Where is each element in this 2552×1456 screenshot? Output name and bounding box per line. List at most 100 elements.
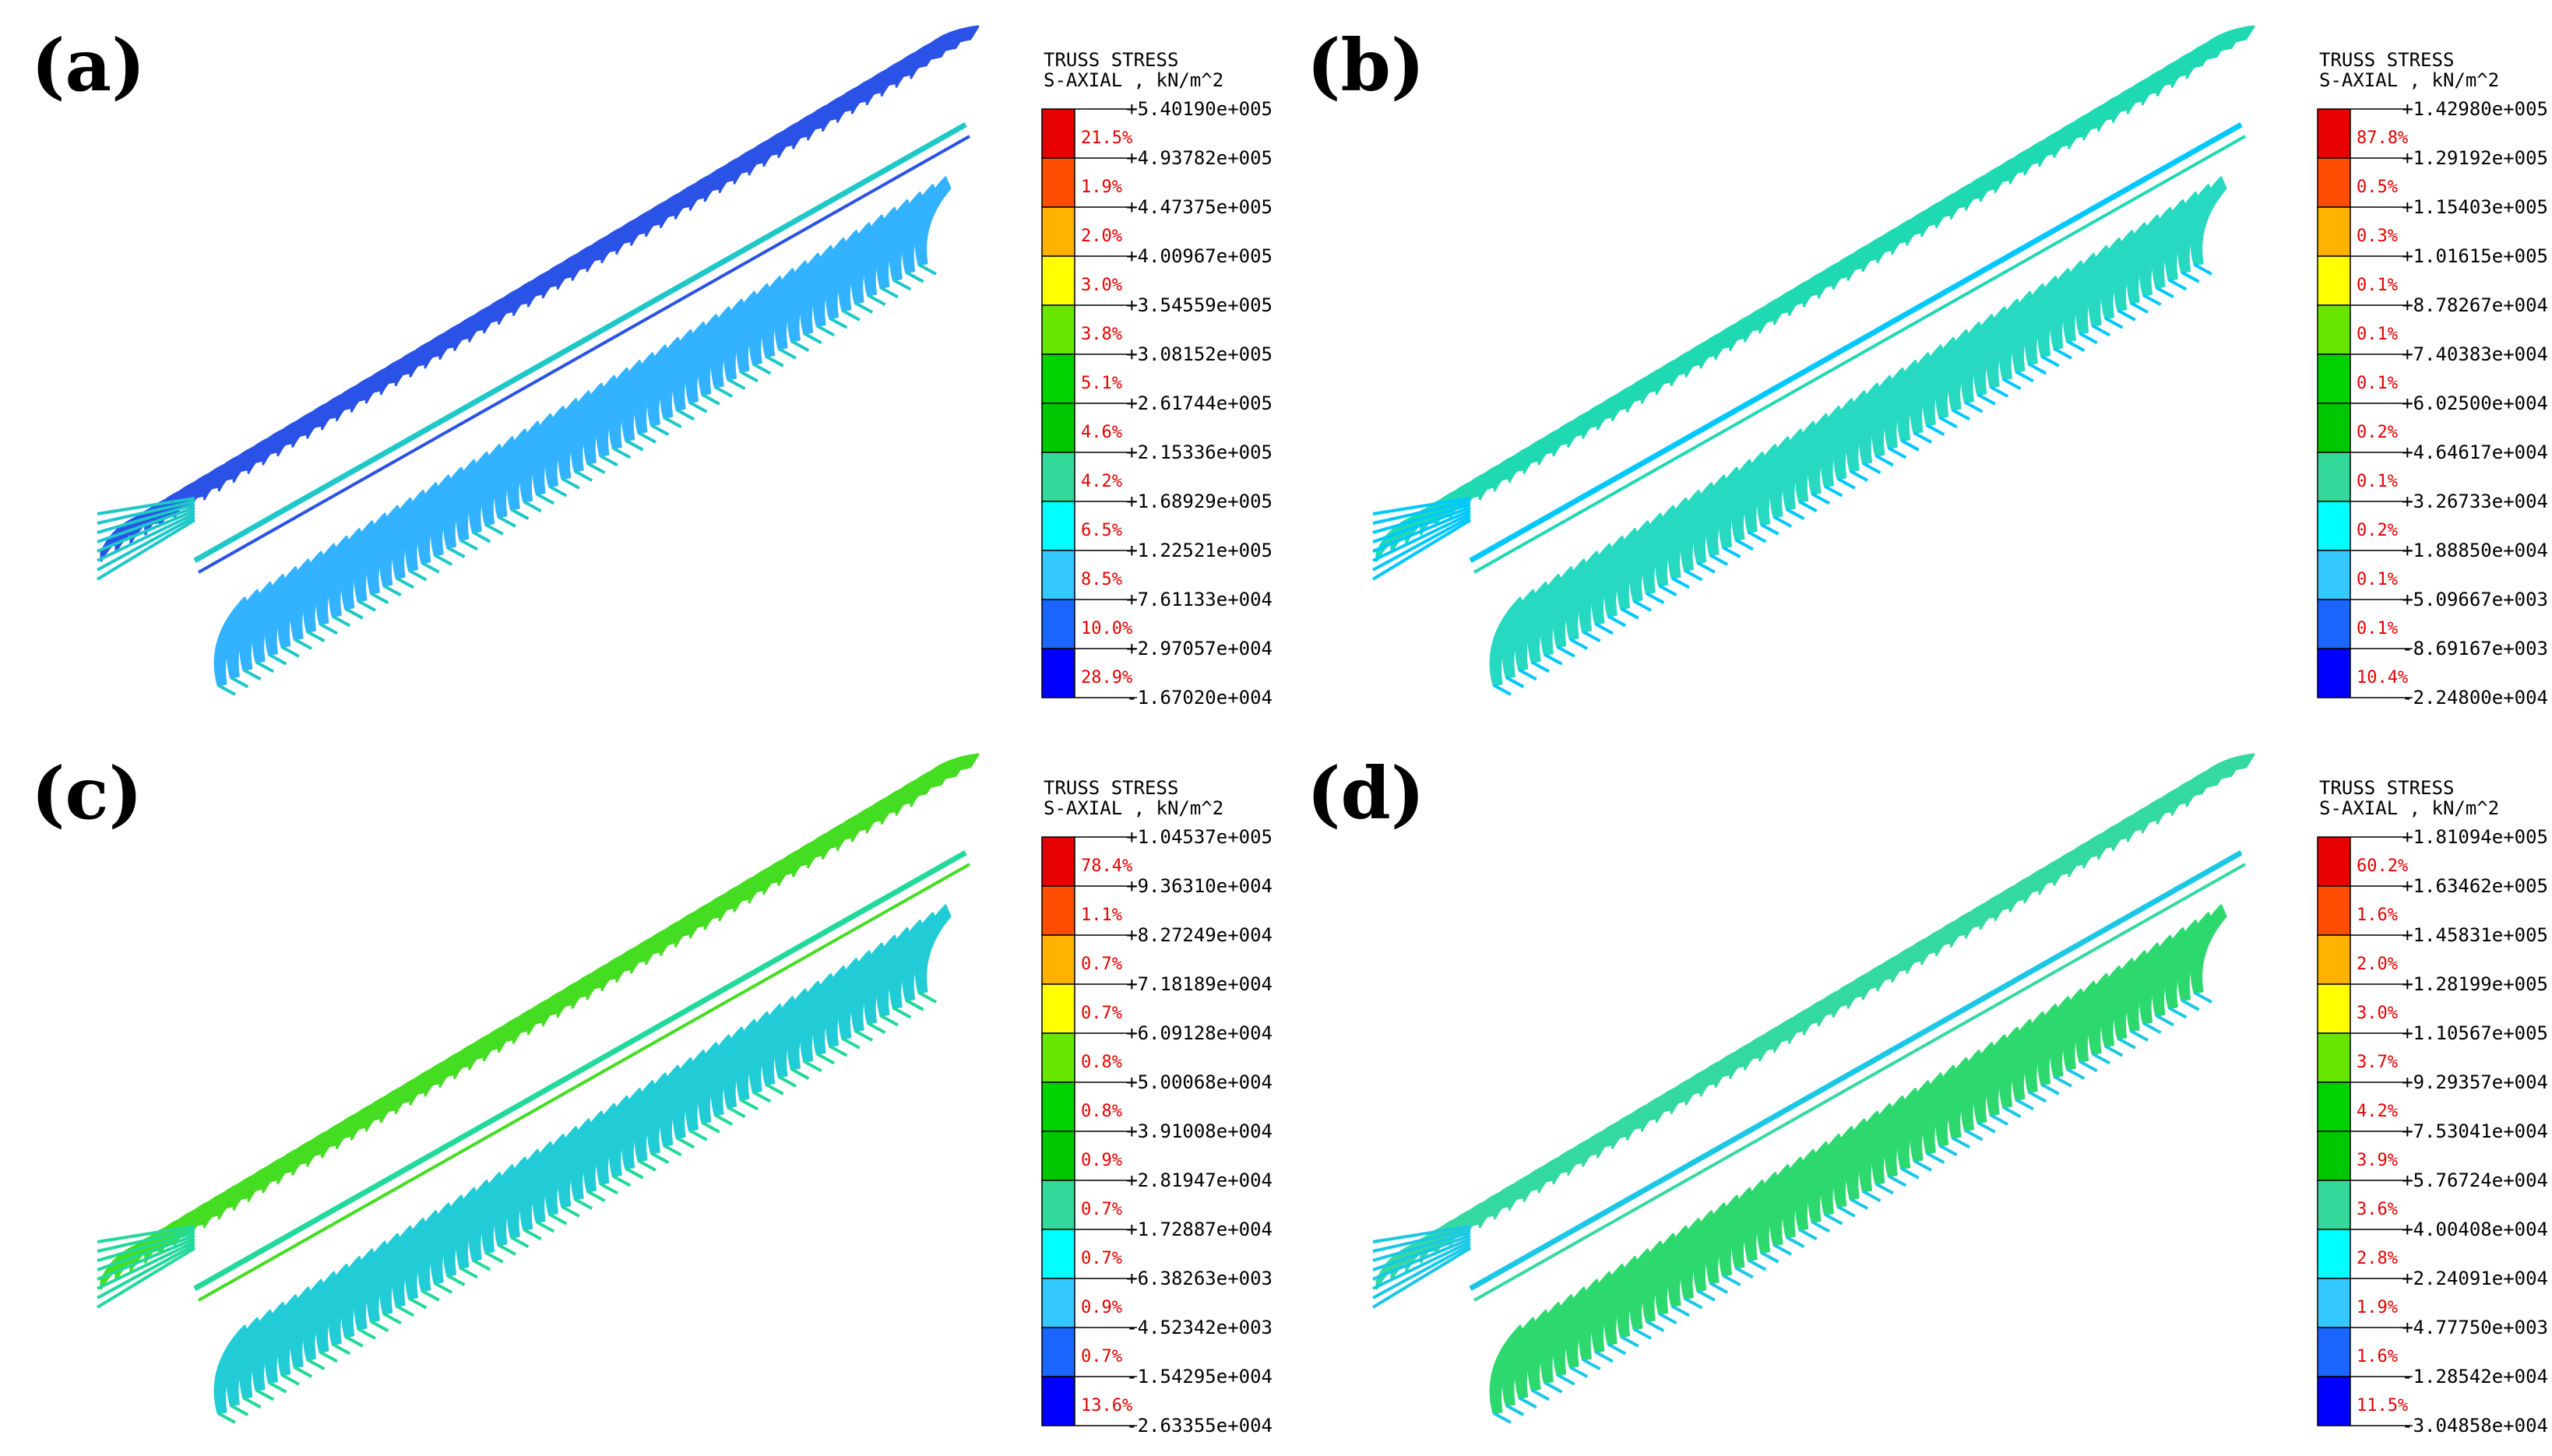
legend-title-line: TRUSS STRESS <box>2319 49 2455 71</box>
rib-foot <box>510 508 530 520</box>
band-percentage: 0.7% <box>1081 1200 1122 1219</box>
end-member <box>1372 503 1471 534</box>
rib-foot <box>2028 1090 2047 1103</box>
rib-foot <box>918 991 937 1004</box>
rib-foot <box>217 1412 236 1424</box>
legend-band <box>1041 934 1075 985</box>
stress-value: +1.22521e+005 <box>1126 540 1272 561</box>
rib-foot <box>1874 454 1894 467</box>
stress-value: +1.45831e+005 <box>2402 924 2548 946</box>
rib-foot <box>2142 294 2162 307</box>
rib-foot <box>1888 1174 1907 1187</box>
legend-band <box>1041 1131 1075 1181</box>
rib-foot <box>1518 668 1537 681</box>
lower-rib <box>914 176 952 266</box>
rib-foot <box>294 1366 313 1378</box>
rib-foot <box>1900 439 1920 452</box>
rib-foot <box>1493 684 1512 696</box>
rib-foot <box>1582 630 1601 643</box>
legend-title-line: TRUSS STRESS <box>1044 777 1179 799</box>
lower-rib <box>2190 904 2227 994</box>
band-percentage: 0.1% <box>2357 325 2398 344</box>
band-percentage: 0.2% <box>2357 521 2398 540</box>
rib-foot <box>2040 1083 2060 1096</box>
rib-foot <box>1696 1289 1716 1302</box>
rib-foot <box>268 1380 287 1394</box>
rib-foot <box>434 554 453 566</box>
rib-foot <box>1811 1220 1831 1233</box>
rib-foot <box>612 446 632 459</box>
rib-foot <box>1505 676 1525 688</box>
stress-value: +4.00967e+005 <box>1126 245 1272 267</box>
band-percentage: 0.7% <box>1081 1347 1122 1366</box>
legend-band <box>2317 1376 2351 1426</box>
stress-value: +5.00068e+004 <box>1126 1071 1272 1093</box>
rib-foot <box>816 1052 836 1065</box>
stress-value: +2.24091e+004 <box>2402 1268 2548 1289</box>
rib-foot <box>1696 561 1716 574</box>
rib-foot <box>1798 1228 1818 1241</box>
end-member <box>97 509 195 553</box>
stress-value: -8.69167e+003 <box>2402 638 2548 659</box>
rib-foot <box>370 1320 389 1332</box>
rib-foot <box>510 1236 530 1248</box>
legend-band <box>2317 599 2351 649</box>
end-member <box>97 500 195 525</box>
legend-band <box>2317 648 2351 698</box>
rib-foot <box>892 278 912 291</box>
rib-foot <box>2142 1022 2162 1035</box>
legend-title: TRUSS STRESS S-AXIAL , kN/m^2 <box>2319 50 2499 90</box>
upper-rib <box>910 753 980 807</box>
rib-foot <box>382 1312 402 1325</box>
end-member <box>1372 497 1471 515</box>
panel-b: (b) TRUSS STRESS S-AXIAL , kN/m^2 87.8% 0.5%… <box>1276 0 2551 728</box>
rib-foot <box>752 362 772 375</box>
end-member <box>97 512 195 562</box>
center-rail <box>193 849 967 1292</box>
rib-foot <box>688 400 708 413</box>
end-member <box>97 506 195 543</box>
rib-foot <box>650 1152 670 1164</box>
rib-foot <box>688 1128 708 1141</box>
rib-foot <box>905 271 924 283</box>
rib-foot <box>765 1083 784 1096</box>
band-percentage: 0.2% <box>2357 423 2398 442</box>
band-percentage: 5.1% <box>1081 374 1122 393</box>
rib-foot <box>1722 546 1741 559</box>
legend-band <box>2317 550 2351 600</box>
rib-foot <box>1748 1258 1767 1271</box>
legend-band <box>1041 836 1075 887</box>
rib-foot <box>829 1044 848 1057</box>
stress-value: +9.29357e+004 <box>2402 1071 2548 1093</box>
stress-value: +2.81947e+004 <box>1126 1169 1272 1191</box>
band-percentage: 13.6% <box>1081 1396 1132 1416</box>
stress-value: +3.54559e+005 <box>1126 294 1272 316</box>
rib-foot <box>1798 500 1818 513</box>
rib-foot <box>1874 1182 1894 1195</box>
rib-foot <box>268 652 287 666</box>
rib-foot <box>841 1037 861 1050</box>
band-percentage: 3.0% <box>2357 1004 2398 1023</box>
rib-foot <box>790 1067 810 1080</box>
center-rail <box>193 121 967 564</box>
legend-band <box>1041 452 1075 502</box>
legend-band <box>1041 550 1075 600</box>
upper-rib <box>2185 25 2255 79</box>
rib-foot <box>2168 1006 2188 1019</box>
legend-band <box>2317 983 2351 1034</box>
rib-foot <box>854 301 874 314</box>
band-percentage: 1.9% <box>2357 1298 2398 1317</box>
legend-band <box>1041 648 1075 698</box>
rib-foot <box>1620 1335 1639 1348</box>
rib-foot <box>1976 393 1996 406</box>
stress-value: +8.78267e+004 <box>2402 294 2548 316</box>
rib-foot <box>854 1029 874 1042</box>
rib-foot <box>1836 477 1856 490</box>
rib-foot <box>1850 1198 1869 1210</box>
legend-band <box>2317 353 2351 404</box>
rib-foot <box>1926 424 1945 436</box>
rib-foot <box>536 1220 555 1233</box>
rib-foot <box>1684 568 1703 582</box>
rib-foot <box>1990 385 2009 398</box>
stress-legend: TRUSS STRESS S-AXIAL , kN/m^2 21.5% 1.9% 2.0… <box>1028 31 1276 716</box>
